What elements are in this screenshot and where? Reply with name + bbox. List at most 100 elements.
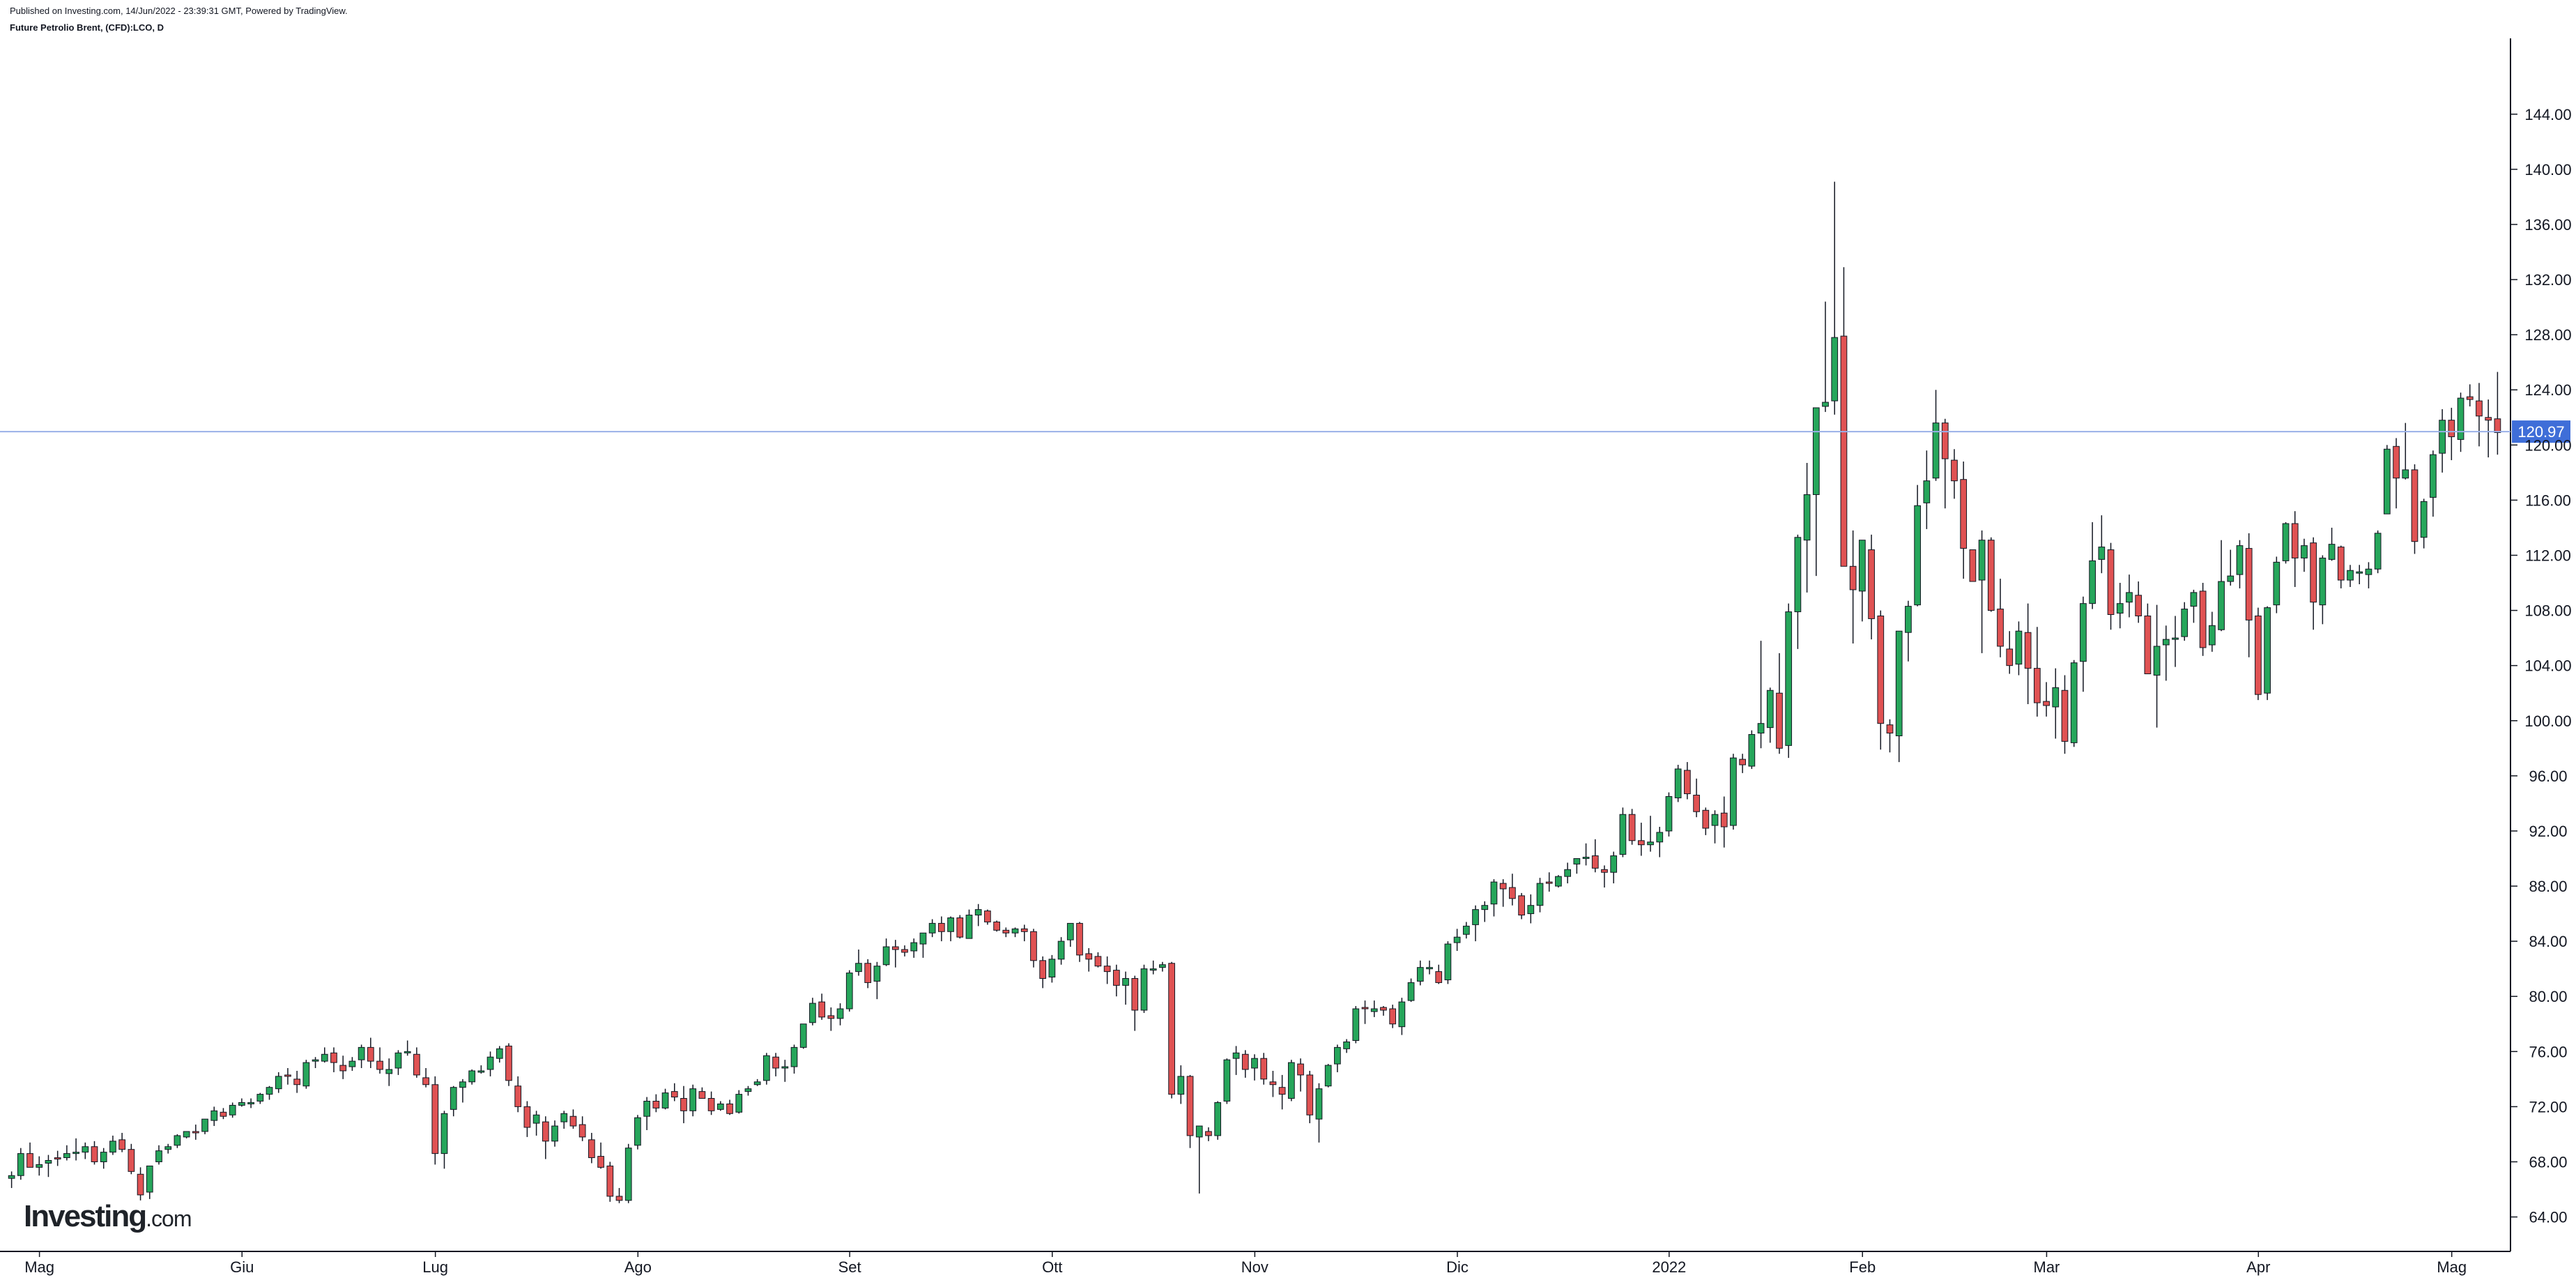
candle (2420, 498, 2428, 549)
candle (1103, 956, 1111, 984)
y-tick-label: 104.00 (2524, 657, 2571, 675)
candle-body (1840, 335, 1848, 567)
candle-body (1499, 883, 1507, 890)
candle-body (532, 1114, 540, 1124)
candle (330, 1047, 337, 1072)
candle (2457, 393, 2464, 452)
candle-body (1812, 407, 1820, 495)
candle-body (2402, 469, 2409, 479)
candle-body (2172, 637, 2179, 640)
candle-body (1407, 982, 1415, 1001)
candle-body (1518, 895, 1525, 916)
candle-body (385, 1069, 393, 1074)
candle (569, 1109, 577, 1129)
candle (404, 1040, 411, 1056)
candle-body (1766, 689, 1774, 729)
candle (2144, 603, 2152, 675)
candle-body (1684, 770, 1691, 795)
candle-body (1490, 881, 1498, 905)
price-tag-label: 120.97 (2517, 423, 2564, 441)
candle-body (1444, 943, 1452, 980)
candle (1822, 301, 1829, 412)
candle (919, 932, 927, 958)
candle-body (1803, 494, 1811, 541)
candle-body (413, 1053, 420, 1076)
candle-body (339, 1065, 347, 1072)
candle (26, 1142, 33, 1168)
candle-body (174, 1135, 181, 1146)
candle-body (422, 1077, 429, 1085)
candle-body (1849, 565, 1857, 591)
candle-body (91, 1146, 98, 1162)
candle-body (1398, 1001, 1406, 1028)
candle-body (1297, 1063, 1304, 1076)
candle-body (2466, 396, 2474, 400)
x-tick-label: Feb (1849, 1258, 1876, 1276)
candle (2043, 682, 2050, 717)
candle (707, 1091, 715, 1115)
x-tick-label: Dic (1446, 1258, 1469, 1276)
candle (514, 1076, 522, 1113)
candle (17, 1148, 24, 1180)
candle-body (984, 911, 991, 922)
candle (827, 1007, 835, 1031)
candle (183, 1131, 190, 1138)
candle (2255, 607, 2262, 701)
candle (1306, 1070, 1314, 1124)
candle-body (1361, 1007, 1369, 1009)
candle (1002, 927, 1010, 938)
candle-body (440, 1113, 448, 1155)
candle (45, 1155, 52, 1178)
candle (1987, 537, 1995, 612)
candle-body (2070, 662, 2078, 743)
candle (1094, 952, 1102, 968)
candle-body (891, 946, 899, 950)
candle (1168, 961, 1175, 1099)
y-tick-label: 76.00 (2529, 1043, 2567, 1060)
candle-body (1131, 978, 1139, 1011)
candle-body (1693, 795, 1700, 812)
candle (680, 1085, 687, 1124)
candle (2107, 542, 2115, 630)
candle (1720, 796, 1728, 848)
candle (146, 1165, 153, 1199)
candle-body (1794, 537, 1802, 613)
candle (1951, 449, 1958, 499)
candle (2291, 511, 2299, 587)
candle (2024, 603, 2032, 705)
candle (358, 1044, 365, 1069)
candle (440, 1111, 448, 1169)
candle (1997, 579, 2004, 657)
candle (1932, 390, 1940, 481)
candle-body (1030, 931, 1037, 961)
candle-body (2015, 630, 2023, 665)
candle-body (1757, 723, 1765, 734)
candle (735, 1090, 743, 1114)
candle (1499, 879, 1507, 907)
candle-body (2476, 400, 2483, 417)
candle (1518, 892, 1525, 920)
candle (643, 1097, 650, 1130)
candle (1048, 954, 1056, 983)
candle (1205, 1127, 1212, 1141)
candle-body (2337, 547, 2345, 581)
candle (459, 1079, 466, 1103)
candle-body (505, 1045, 512, 1081)
candle (1195, 1125, 1203, 1194)
candle (2466, 384, 2474, 406)
candle-body (1186, 1076, 1194, 1136)
candle (1112, 964, 1120, 997)
candle-body (744, 1088, 752, 1092)
candle-body (514, 1085, 522, 1107)
candle-body (302, 1062, 310, 1087)
candle (1610, 851, 1618, 884)
candle-body (1324, 1065, 1332, 1087)
candle-body (1951, 459, 1958, 482)
candle (1748, 730, 1756, 769)
candle-body (2080, 603, 2087, 662)
candle-body (873, 966, 881, 982)
candle (1545, 872, 1553, 892)
candle (431, 1076, 439, 1165)
candle (1637, 823, 1645, 856)
candle-body (1223, 1059, 1231, 1102)
